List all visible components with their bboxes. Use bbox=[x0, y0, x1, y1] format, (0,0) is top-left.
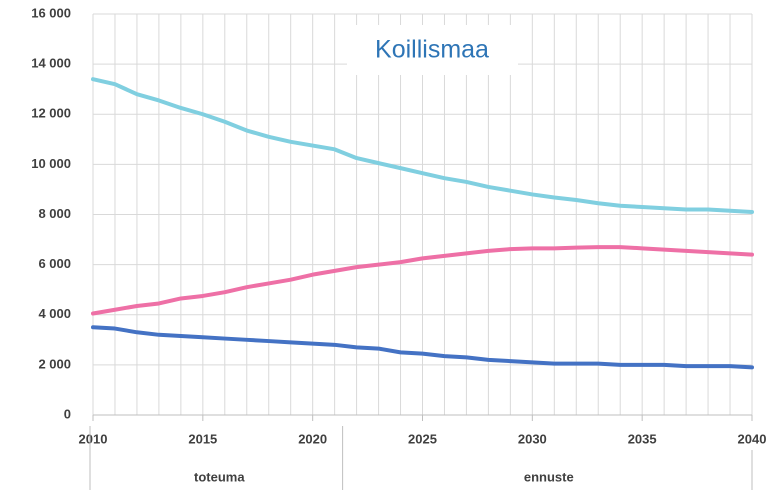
chart-title: Koillismaa bbox=[375, 36, 489, 64]
series-line bbox=[91, 77, 754, 214]
x-tick-label: 2025 bbox=[408, 431, 437, 446]
x-tick-label: 2035 bbox=[628, 431, 657, 446]
x-tick-label: 2030 bbox=[518, 431, 547, 446]
series-line bbox=[91, 325, 754, 370]
group-label: toteuma bbox=[194, 469, 245, 484]
y-tick-label: 0 bbox=[64, 406, 71, 421]
x-tick-label: 2040 bbox=[738, 431, 767, 446]
y-tick-label: 16 000 bbox=[31, 5, 71, 20]
x-tick-label: 2020 bbox=[298, 431, 327, 446]
y-tick-label: 12 000 bbox=[31, 106, 71, 121]
x-tick-label: 2015 bbox=[188, 431, 217, 446]
y-tick-label: 4 000 bbox=[38, 306, 71, 321]
y-tick-label: 14 000 bbox=[31, 56, 71, 71]
title-box bbox=[347, 25, 518, 75]
y-tick-label: 8 000 bbox=[38, 206, 71, 221]
group-label: ennuste bbox=[524, 469, 574, 484]
series-line bbox=[91, 245, 754, 316]
y-tick-label: 2 000 bbox=[38, 356, 71, 371]
y-tick-label: 6 000 bbox=[38, 256, 71, 271]
y-tick-label: 10 000 bbox=[31, 156, 71, 171]
x-tick-label: 2010 bbox=[79, 431, 108, 446]
